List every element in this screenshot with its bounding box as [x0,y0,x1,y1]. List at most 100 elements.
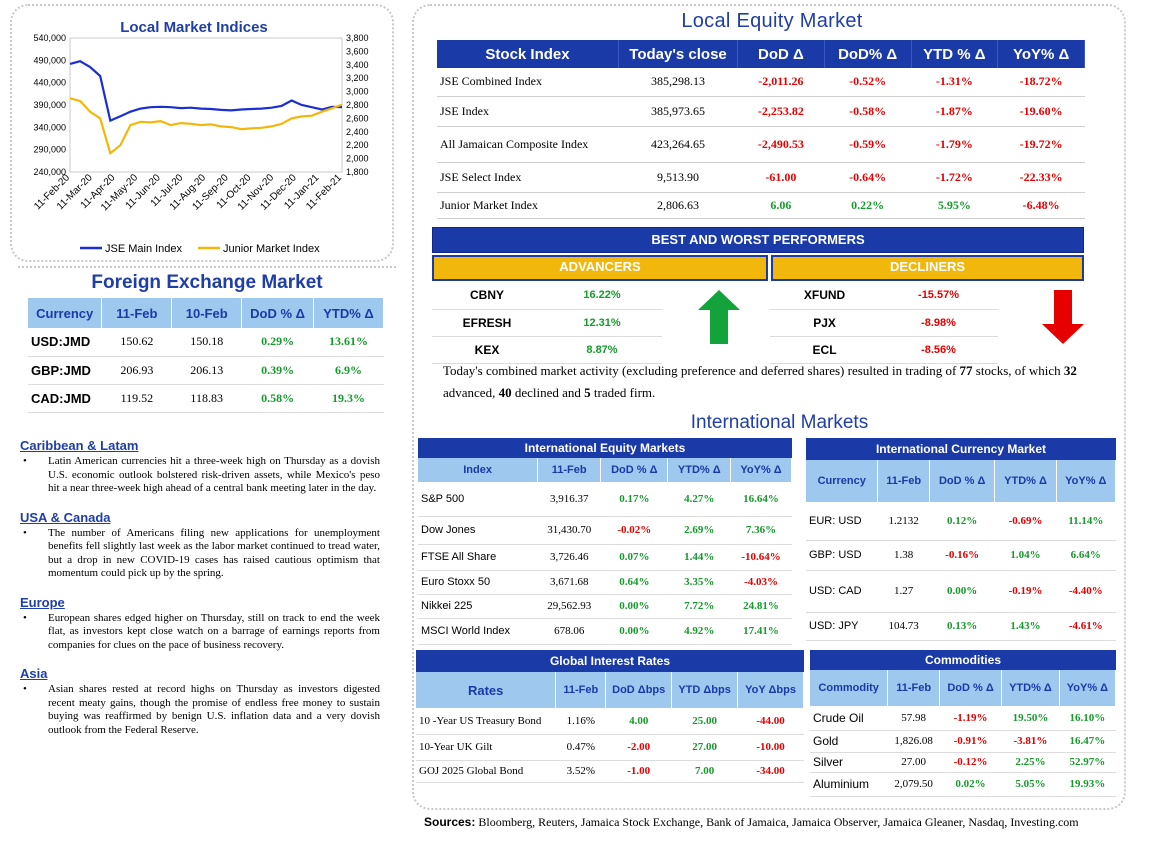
intl-currency-cell: USD: JPY [809,620,859,632]
equity-cell: -1.31% [935,74,973,89]
fx-title: Foreign Exchange Market [91,272,323,293]
fx-header-0: Currency [28,298,103,328]
advancers-ticker: KEX [474,342,500,357]
news-heading[interactable]: Europe [20,594,65,610]
intl-currency-cell: -4.40% [1068,585,1103,597]
rates-cell: 1.16% [566,714,595,727]
intl-currency-header-3: YTD% Δ [994,460,1057,502]
intl-currency-block: International Currency Market Currency 11… [806,438,1117,641]
y-right-tick-label: 2,200 [346,140,369,150]
y-right-tick-label: 1,800 [346,167,369,177]
fx-table: Currency 11-Feb 10-Feb DoD % Δ YTD% Δ USD:JM… [28,298,384,413]
equity-cell: -2,253.82 [757,103,804,118]
equity-cell: -19.60% [1019,103,1063,118]
commodities-table: Commodity 11-Feb DoD % Δ YTD% Δ YoY% Δ Crude… [810,670,1117,797]
fx-row: GBP:JMD 206.93 206.13 0.39% 6.9% [28,356,384,384]
intl-equity-cell: 0.00% [619,625,650,637]
commodities-cell: -3.81% [1013,735,1048,747]
intl-equity-row: MSCI World Index 678.06 0.00% 4.92% 17.41% [418,618,792,644]
rates-header-0: Rates [416,672,557,708]
down-arrow-icon [1042,290,1084,344]
rates-cell: GOJ 2025 Global Bond [419,765,524,777]
chart-title: Local Market Indices [120,19,268,36]
intl-equity-cell: 24.81% [743,600,779,612]
rates-title: Global Interest Rates [416,650,804,672]
intl-equity-cell: Euro Stoxx 50 [421,576,491,588]
fx-header-2: 10-Feb [171,298,243,328]
equity-title: Local Equity Market [681,10,863,32]
intl-currency-cell: 1.04% [1010,549,1041,561]
fx-cell: 150.62 [120,334,154,349]
y-right-tick-label: 3,200 [346,73,369,83]
equity-cell: -22.33% [1019,169,1063,184]
commodities-cell: -1.19% [953,711,988,724]
rates-block: Global Interest Rates Rates 11-Feb DoD Δbp… [416,650,804,783]
fx-header-1: 11-Feb [101,298,173,328]
intl-equity-cell: 1.44% [684,551,715,563]
y-left-tick-label: 390,000 [33,100,66,110]
news-heading[interactable]: Asia [20,666,48,681]
commodities-cell: -0.12% [953,756,988,768]
intl-currency-cell: -0.69% [1008,514,1043,527]
intl-equity-cell: 0.17% [619,492,650,505]
equity-cell: -0.52% [849,74,887,89]
intl-currency-cell: -4.61% [1068,620,1103,632]
equity-cell: -0.59% [849,136,887,151]
rates-header-3: YTD Δbps [671,672,739,708]
equity-cell: -2,011.26 [758,74,804,89]
equity-header-2: DoD Δ [737,40,825,68]
news-heading[interactable]: USA & Canada [20,509,111,525]
equity-cell: 385,298.13 [651,74,706,89]
decliners-ticker: PJX [813,315,836,330]
intl-equity-cell: 3.35% [684,576,715,588]
intl-currency-row: GBP: USD 1.38 -0.16% 1.04% 6.64% [806,540,1116,570]
intl-equity-title: International Equity Markets [418,438,792,458]
intl-currency-header-1: 11-Feb [877,460,930,502]
rates-row: 10 -Year US Treasury Bond 1.16% 4.00 25.00 -… [416,708,804,734]
decliners-row: ECL -8.56% [770,336,998,363]
rates-cell: 4.00 [629,714,649,727]
intl-currency-cell: 1.43% [1010,620,1041,632]
fx-row: CAD:JMD 119.52 118.83 0.58% 19.3% [28,384,384,412]
y-right-tick-label: 3,400 [346,60,369,70]
commodities-cell: Gold [813,734,839,748]
commodities-cell: 57.98 [901,711,927,724]
rates-row: GOJ 2025 Global Bond 3.52% -1.00 7.00 -34.00 [416,760,804,782]
fx-cell: CAD:JMD [31,390,91,406]
commodities-cell: 27.00 [901,756,927,768]
intl-currency-row: USD: JPY 104.73 0.13% 1.43% -4.61% [806,612,1116,640]
equity-cell: -0.64% [849,169,887,184]
intl-currency-cell: 1.2132 [888,514,919,527]
intl-currency-header-4: YoY% Δ [1056,460,1117,502]
rates-cell: 0.47% [566,741,595,753]
intl-equity-row: FTSE All Share 3,726.46 0.07% 1.44% -10.64% [418,544,792,570]
intl-equity-cell: 16.64% [743,492,779,505]
rates-table: Rates 11-Feb DoD Δbps YTD Δbps YoY Δbps 10 -… [416,672,804,783]
commodities-row: Silver 27.00 -0.12% 2.25% 52.97% [810,752,1116,772]
intl-equity-cell: -0.02% [617,524,652,536]
news-heading[interactable]: Caribbean & Latam [20,438,139,453]
sources-label: Sources: [424,815,476,829]
news-block: USA & Canada The number of Americans fili… [20,510,380,581]
legend-label-1: Junior Market Index [223,243,320,255]
intl-equity-cell: FTSE All Share [421,551,497,563]
commodities-row: Crude Oil 57.98 -1.19% 19.50% 16.10% [810,706,1116,730]
commodities-header-3: YTD% Δ [1001,670,1060,706]
intl-equity-cell: 17.41% [743,625,779,637]
news-block: Asia Asian shares rested at record highs … [20,666,380,737]
equity-row: JSE Index 385,973.65 -2,253.82 -0.58% -1.87%… [437,96,1085,126]
intl-equity-cell: Dow Jones [421,524,476,536]
news-text: The number of Americans filing new appli… [20,527,380,581]
equity-header-3: DoD% Δ [824,40,912,68]
left-separator [18,266,396,268]
intl-equity-block: International Equity Markets Index 11-Feb… [418,438,792,645]
fx-cell: 0.39% [261,362,295,377]
stocks-advanced: 32 [1063,363,1077,378]
intl-currency-title: International Currency Market [806,438,1116,460]
intl-equity-cell: 7.72% [684,600,715,612]
commodities-block: Commodities Commodity 11-Feb DoD % Δ YTD% Δ… [810,650,1117,797]
commodities-cell: 16.10% [1069,711,1106,724]
intl-equity-cell: 2.69% [684,524,715,536]
intl-currency-cell: 11.14% [1068,514,1104,527]
rates-row: 10-Year UK Gilt 0.47% -2.00 27.00 -10.00 [416,734,804,760]
